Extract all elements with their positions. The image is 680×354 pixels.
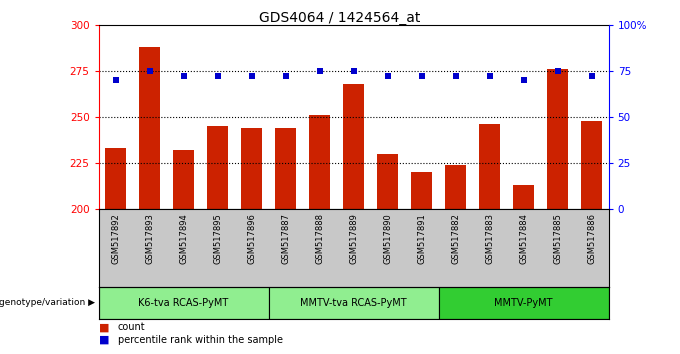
Text: GSM517884: GSM517884 [519, 213, 528, 264]
Text: GSM517886: GSM517886 [587, 213, 596, 264]
Bar [207, 126, 228, 209]
Bar [581, 120, 602, 209]
Bar [377, 154, 398, 209]
Point [484, 74, 495, 79]
Text: GSM517893: GSM517893 [145, 213, 154, 264]
Point [518, 77, 529, 83]
Text: GSM517882: GSM517882 [451, 213, 460, 264]
Text: genotype/variation ▶: genotype/variation ▶ [0, 298, 95, 307]
Point [416, 74, 427, 79]
Text: count: count [118, 322, 146, 332]
Bar [99, 287, 269, 319]
Point [348, 68, 359, 74]
Text: K6-tva RCAS-PyMT: K6-tva RCAS-PyMT [139, 298, 228, 308]
Point [450, 74, 461, 79]
Bar [269, 287, 439, 319]
Bar [439, 287, 609, 319]
Text: percentile rank within the sample: percentile rank within the sample [118, 335, 283, 345]
Text: ■: ■ [99, 335, 109, 345]
Bar [547, 69, 568, 209]
Bar [513, 185, 534, 209]
Point [586, 74, 597, 79]
Point [382, 74, 393, 79]
Point [144, 68, 155, 74]
Text: GSM517895: GSM517895 [213, 213, 222, 263]
Bar [411, 172, 432, 209]
Point [314, 68, 325, 74]
Text: MMTV-PyMT: MMTV-PyMT [494, 298, 553, 308]
Text: MMTV-tva RCAS-PyMT: MMTV-tva RCAS-PyMT [301, 298, 407, 308]
Point [280, 74, 291, 79]
Text: GSM517896: GSM517896 [247, 213, 256, 264]
Point [178, 74, 189, 79]
Text: GSM517885: GSM517885 [553, 213, 562, 264]
Bar [309, 115, 330, 209]
Bar [445, 165, 466, 209]
Point [110, 77, 121, 83]
Bar [275, 128, 296, 209]
Text: GSM517889: GSM517889 [349, 213, 358, 264]
Text: GSM517883: GSM517883 [485, 213, 494, 264]
Bar [479, 124, 500, 209]
Bar [241, 128, 262, 209]
Point [246, 74, 257, 79]
Text: GDS4064 / 1424564_at: GDS4064 / 1424564_at [259, 11, 421, 25]
Text: GSM517888: GSM517888 [315, 213, 324, 264]
Point [212, 74, 223, 79]
Text: GSM517887: GSM517887 [281, 213, 290, 264]
Text: ■: ■ [99, 322, 109, 332]
Bar [343, 84, 364, 209]
Text: GSM517894: GSM517894 [179, 213, 188, 263]
Bar [139, 47, 160, 209]
Bar [173, 150, 194, 209]
Bar [105, 148, 126, 209]
Text: GSM517890: GSM517890 [383, 213, 392, 263]
Text: GSM517892: GSM517892 [111, 213, 120, 263]
Text: GSM517891: GSM517891 [417, 213, 426, 263]
Point [552, 68, 563, 74]
